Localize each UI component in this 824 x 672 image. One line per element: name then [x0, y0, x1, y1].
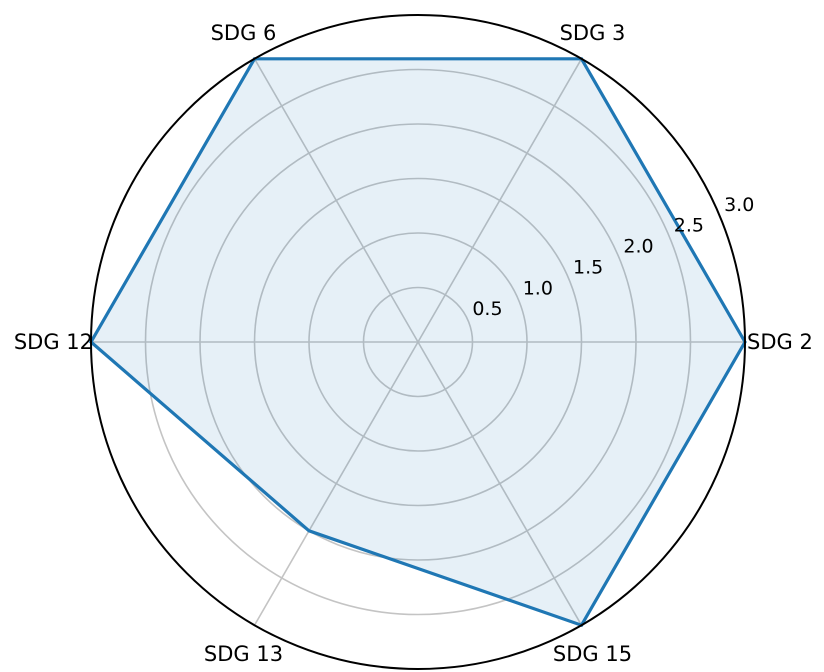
axis-label-sdg-2: SDG 2 — [747, 330, 813, 354]
spoke-sdg-13 — [253, 341, 419, 626]
outer-frame — [90, 14, 746, 670]
radial-tick-label-3-0: 3.0 — [724, 194, 754, 216]
axis-label-sdg-15: SDG 15 — [553, 642, 632, 666]
axis-label-sdg-12: SDG 12 — [14, 330, 93, 354]
radial-tick-label-0-5: 0.5 — [472, 298, 502, 320]
data-layer — [88, 57, 747, 628]
radial-tick-label-1-0: 1.0 — [523, 277, 553, 299]
spoke-sdg-6 — [253, 58, 419, 343]
axis-label-sdg-3: SDG 3 — [560, 21, 626, 45]
spoke-sdg-3 — [417, 58, 583, 343]
axis-label-sdg-6: SDG 6 — [211, 21, 277, 45]
radial-tick-label-2-0: 2.0 — [623, 236, 653, 258]
series-area — [91, 58, 745, 626]
spoke-sdg-15 — [417, 341, 583, 626]
axis-label-sdg-13: SDG 13 — [204, 642, 283, 666]
frame-layer — [90, 14, 746, 670]
radial-tick-label-2-5: 2.5 — [674, 215, 704, 237]
radial-tick-label-1-5: 1.5 — [573, 256, 603, 278]
label-layer: 0.5 1.0 1.5 2.0 2.5 3.0 SDG 2 SDG 3 SDG 6 SDG 12 S… — [14, 21, 813, 666]
grid-layer — [91, 58, 745, 626]
